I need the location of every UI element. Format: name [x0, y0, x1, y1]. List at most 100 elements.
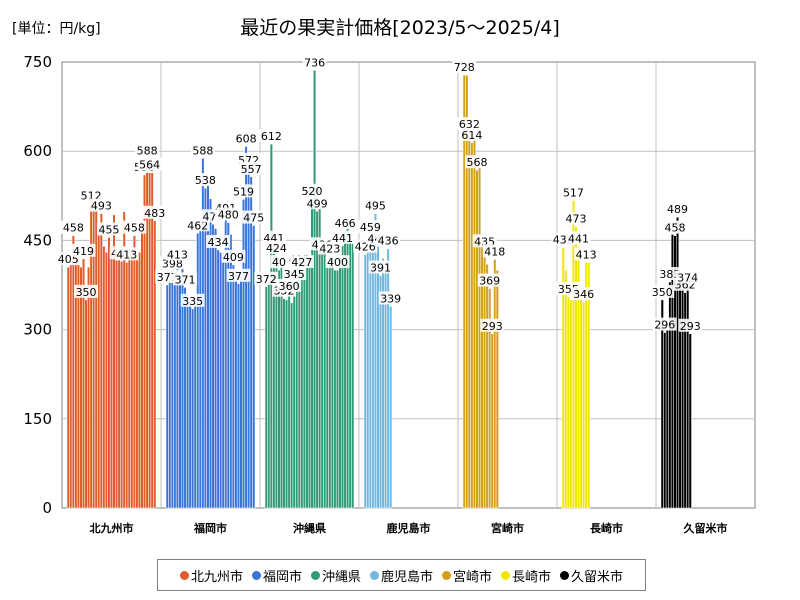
bar [307, 263, 312, 509]
data-label-bg [363, 198, 388, 212]
bar [688, 333, 692, 509]
data-label-bg [452, 60, 477, 74]
bar [71, 235, 75, 509]
bar [97, 228, 101, 509]
bar [84, 299, 88, 509]
data-label-bg [665, 202, 690, 216]
bar [226, 222, 230, 509]
bar [269, 143, 273, 509]
data-label-bg [480, 318, 505, 332]
data-label-bg [259, 129, 284, 143]
data-label: 398 [162, 257, 183, 270]
bar [485, 263, 489, 509]
bar [313, 70, 317, 509]
x-category-label: 長崎市 [590, 521, 623, 535]
data-label-bg [74, 284, 99, 298]
data-label-bg [566, 231, 591, 245]
data-label: 480 [218, 209, 239, 222]
data-label: 434 [208, 236, 229, 249]
data-label-bg [482, 244, 507, 258]
data-label: 462 [187, 219, 208, 232]
bar [483, 249, 487, 509]
bar [137, 252, 141, 509]
bar [242, 199, 246, 509]
data-label: 608 [236, 132, 257, 145]
bar [236, 283, 240, 509]
bar [663, 332, 667, 509]
data-label: 588 [192, 144, 213, 157]
bar [249, 176, 253, 509]
bar [341, 245, 345, 509]
data-label: 400 [327, 256, 348, 269]
unit-label: [単位：円/kg] [12, 21, 101, 37]
bar [379, 275, 383, 509]
bar [346, 228, 350, 509]
data-label-bg [71, 243, 96, 257]
bar [79, 266, 83, 509]
data-label: 350 [76, 286, 97, 299]
x-category-label: 鹿児島市 [387, 521, 431, 535]
bar [493, 259, 497, 509]
bar [467, 131, 471, 509]
bar [564, 269, 568, 509]
bar [244, 146, 248, 509]
bar [132, 235, 136, 509]
data-label: 441 [332, 232, 353, 245]
data-label-bg [239, 161, 264, 175]
bar [373, 213, 377, 509]
data-label: 346 [573, 288, 594, 301]
bar [330, 255, 334, 509]
data-label: 588 [137, 144, 158, 157]
bar [153, 220, 157, 509]
data-label: 374 [677, 272, 698, 285]
data-label-bg [358, 220, 383, 234]
legend-label: 北九州市 [190, 569, 243, 585]
data-label: 614 [461, 129, 482, 142]
data-label-bg [89, 198, 114, 212]
data-label: 424 [266, 242, 287, 255]
bar [678, 281, 682, 509]
data-label: 335 [182, 295, 203, 308]
bar [285, 299, 289, 509]
data-label: 419 [73, 245, 94, 258]
data-label: 519 [233, 185, 254, 198]
bar [115, 255, 119, 509]
y-tick-label: 600 [23, 142, 52, 160]
bar [117, 252, 121, 509]
data-label-bg [216, 207, 241, 221]
y-tick-label: 300 [23, 321, 52, 339]
data-label-bg [221, 249, 246, 263]
data-label: 413 [116, 248, 137, 261]
legend-item: 北九州市 [179, 566, 243, 585]
data-label: 564 [139, 159, 160, 172]
bar [178, 275, 182, 509]
data-label: 371 [175, 273, 196, 286]
bar [470, 142, 474, 509]
legend-marker [251, 570, 261, 580]
data-label-bg [571, 287, 596, 301]
data-label: 495 [365, 200, 386, 213]
data-label: 483 [144, 207, 165, 220]
data-label-bg [264, 240, 289, 254]
bar [292, 281, 296, 509]
bar [183, 287, 187, 509]
data-label: 499 [307, 197, 328, 210]
data-label: 520 [302, 185, 323, 198]
x-category-label: 宮崎市 [491, 521, 524, 535]
bar [305, 253, 309, 509]
bar [320, 252, 324, 509]
data-label: 455 [98, 223, 119, 236]
data-label-bg [678, 318, 703, 332]
legend-label: 長崎市 [512, 569, 552, 585]
legend-label: 宮崎市 [453, 569, 493, 585]
bar [333, 269, 337, 509]
bar [102, 246, 106, 509]
legend-marker [560, 570, 570, 580]
bar [478, 162, 482, 509]
data-label: 557 [241, 163, 262, 176]
data-label: 377 [228, 270, 249, 283]
bar [328, 256, 332, 509]
data-label: 493 [91, 200, 112, 213]
data-label: 427 [291, 256, 312, 269]
